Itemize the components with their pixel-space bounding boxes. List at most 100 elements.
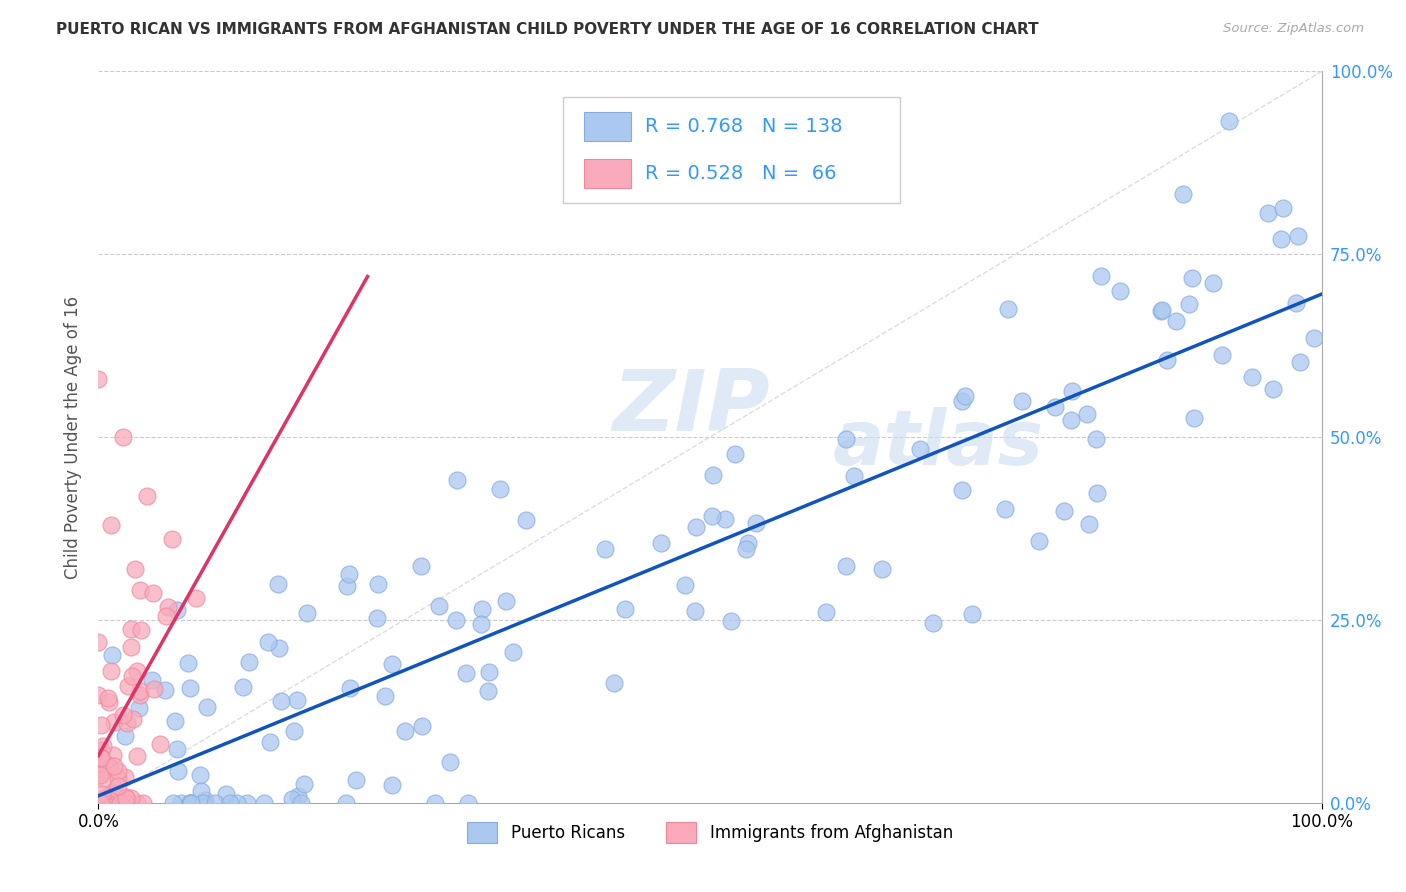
Point [394,723,416,738]
Point [1060,413,1083,427]
Point [93,772,115,786]
Point [1211,348,1233,362]
Point [190,768,212,782]
Point [673,578,696,592]
Point [1011,394,1033,409]
Point [166,603,188,617]
Point [115,790,138,805]
Point [128,701,150,715]
Point [180,796,202,810]
Text: ZIP: ZIP [612,367,770,450]
Point [603,676,626,690]
Point [950,483,973,498]
Point [429,599,451,613]
Point [127,749,149,764]
Point [170,796,193,810]
Point [1218,114,1240,128]
Legend: Puerto Ricans, Immigrants from Afghanistan: Puerto Ricans, Immigrants from Afghanist… [461,815,959,849]
Point [166,741,188,756]
Point [115,715,138,730]
Point [735,541,758,556]
Point [115,790,138,805]
Point [177,656,200,670]
Point [179,796,201,810]
Point [238,655,260,669]
Point [685,520,707,534]
Point [232,681,254,695]
Point [103,759,125,773]
Text: Source: ZipAtlas.com: Source: ZipAtlas.com [1223,22,1364,36]
Point [193,796,215,810]
Point [702,509,724,524]
Point [335,796,357,810]
Point [90,749,112,764]
Point [477,683,499,698]
Point [90,750,112,764]
Point [994,501,1017,516]
Point [1150,304,1173,318]
Point [219,796,242,810]
Point [108,796,131,810]
Point [1085,432,1108,446]
Point [702,468,724,483]
Point [120,790,142,805]
Text: R = 0.528   N =  66: R = 0.528 N = 66 [645,164,837,183]
Point [97,690,120,705]
Point [125,664,148,678]
Y-axis label: Child Poverty Under the Age of 16: Child Poverty Under the Age of 16 [63,295,82,579]
Point [471,602,494,616]
Point [117,679,139,693]
Point [270,694,292,708]
Point [226,796,249,810]
Point [737,536,759,550]
Point [122,712,145,726]
Point [683,604,706,618]
Point [89,768,111,782]
Point [107,779,129,793]
Point [253,796,276,810]
Point [157,599,180,614]
Point [155,682,177,697]
Point [1090,269,1112,284]
Point [744,516,766,531]
Text: PUERTO RICAN VS IMMIGRANTS FROM AFGHANISTAN CHILD POVERTY UNDER THE AGE OF 16 CO: PUERTO RICAN VS IMMIGRANTS FROM AFGHANIS… [56,22,1039,37]
Point [423,796,446,810]
Point [1109,284,1132,298]
Point [107,772,129,786]
Text: atlas: atlas [832,408,1043,482]
FancyBboxPatch shape [583,112,630,141]
Point [96,796,118,810]
Point [908,442,931,456]
Point [101,648,124,663]
Point [101,747,124,762]
Point [90,796,112,810]
Point [515,513,537,527]
Point [104,786,127,800]
Point [215,788,238,802]
Point [1028,534,1050,549]
Point [195,700,218,714]
Point [194,793,217,807]
Point [724,447,747,461]
Point [1285,296,1308,310]
Point [111,430,134,444]
Point [127,796,149,810]
Point [179,796,201,810]
Point [1302,331,1324,345]
Point [814,605,837,619]
Point [1173,186,1195,201]
Point [90,743,112,757]
Point [456,666,478,681]
Point [155,609,177,624]
Point [97,796,120,810]
Point [835,432,858,446]
Point [91,796,114,810]
Point [97,789,120,804]
Point [955,389,977,403]
Point [367,577,389,591]
Point [650,535,672,549]
Point [89,744,111,758]
Point [100,664,122,678]
Point [87,688,110,702]
Point [285,692,308,706]
